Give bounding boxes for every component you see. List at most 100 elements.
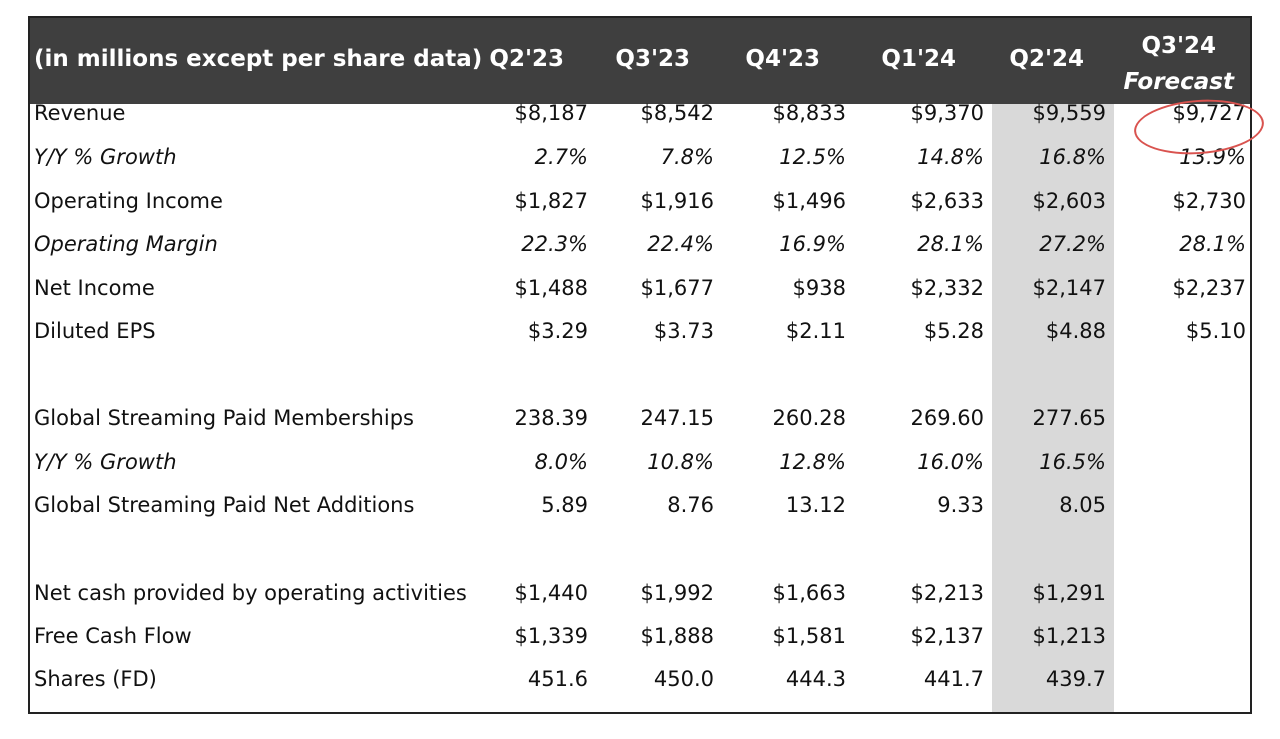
header-q3-24-forecast: Q3'24 Forecast bbox=[1123, 28, 1234, 100]
table-row: Net cash provided by operating activitie… bbox=[30, 573, 1250, 616]
cell-q2-23: 5.89 bbox=[541, 493, 588, 517]
financial-summary-table: (in millions except per share data) Q2'2… bbox=[28, 16, 1266, 714]
cell-q4-23: $1,581 bbox=[772, 624, 846, 648]
table-row: Y/Y % Growth 2.7% 7.8% 12.5% 14.8% 16.8% 13.9% bbox=[30, 137, 1250, 180]
cell-q4-23: 12.8% bbox=[779, 450, 846, 474]
cell-q2-24: 277.65 bbox=[1032, 406, 1106, 430]
cell-q1-24: 441.7 bbox=[923, 667, 984, 691]
row-label: Net cash provided by operating activitie… bbox=[34, 581, 467, 605]
cell-q2-24: 439.7 bbox=[1045, 667, 1106, 691]
cell-q4-23: $1,663 bbox=[772, 581, 846, 605]
q2-24-highlight-column bbox=[992, 104, 1114, 712]
cell-q3-23: $1,916 bbox=[640, 189, 714, 213]
cell-q4-23: 12.5% bbox=[779, 145, 846, 169]
cell-q3-23: 8.76 bbox=[667, 493, 714, 517]
header-q3-23: Q3'23 bbox=[615, 46, 690, 72]
cell-q3-24-forecast: $5.10 bbox=[1185, 319, 1246, 343]
cell-q4-23: 444.3 bbox=[785, 667, 846, 691]
cell-q1-24: 28.1% bbox=[917, 232, 984, 256]
cell-q2-23: $1,440 bbox=[514, 581, 588, 605]
cell-q1-24: 14.8% bbox=[917, 145, 984, 169]
cell-q3-23: 247.15 bbox=[640, 406, 714, 430]
header-q4-23: Q4'23 bbox=[745, 46, 820, 72]
cell-q1-24: $2,332 bbox=[910, 276, 984, 300]
cell-q3-24-forecast: $2,237 bbox=[1172, 276, 1246, 300]
cell-q2-24: 16.8% bbox=[1039, 145, 1106, 169]
cell-q2-24: $4.88 bbox=[1045, 319, 1106, 343]
cell-q3-23: $1,992 bbox=[640, 581, 714, 605]
row-label: Global Streaming Paid Net Additions bbox=[34, 493, 415, 517]
cell-q2-24: 27.2% bbox=[1039, 232, 1106, 256]
cell-q2-23: 8.0% bbox=[534, 450, 588, 474]
table-row: Operating Income $1,827 $1,916 $1,496 $2,633… bbox=[30, 181, 1250, 224]
cell-q1-24: $2,137 bbox=[910, 624, 984, 648]
cell-q2-24: 16.5% bbox=[1039, 450, 1106, 474]
cell-q3-24-forecast: 13.9% bbox=[1179, 145, 1246, 169]
cell-q3-23: $8,542 bbox=[640, 101, 714, 125]
table-row: Global Streaming Paid Net Additions 5.89 8… bbox=[30, 485, 1250, 528]
cell-q2-23: $3.29 bbox=[527, 319, 588, 343]
cell-q1-24: $2,213 bbox=[910, 581, 984, 605]
table-row: Global Streaming Paid Memberships 238.39 2… bbox=[30, 398, 1250, 441]
cell-q3-24-forecast: 28.1% bbox=[1179, 232, 1246, 256]
table-row: Net Income $1,488 $1,677 $938 $2,332 $2,147 $2… bbox=[30, 268, 1250, 311]
cell-q4-23: $938 bbox=[792, 276, 846, 300]
cell-q4-23: $2.11 bbox=[785, 319, 846, 343]
cell-q2-24: $2,147 bbox=[1032, 276, 1106, 300]
cell-q4-23: 13.12 bbox=[785, 493, 846, 517]
cell-q2-24: $2,603 bbox=[1032, 189, 1106, 213]
row-label: Operating Income bbox=[34, 189, 223, 213]
cell-q3-23: 10.8% bbox=[647, 450, 714, 474]
cell-q1-24: $2,633 bbox=[910, 189, 984, 213]
cell-q2-23: $1,827 bbox=[514, 189, 588, 213]
cell-q4-23: $8,833 bbox=[772, 101, 846, 125]
cell-q1-24: $9,370 bbox=[910, 101, 984, 125]
cell-q3-23: 22.4% bbox=[647, 232, 714, 256]
table-row: Y/Y % Growth 8.0% 10.8% 12.8% 16.0% 16.5% bbox=[30, 442, 1250, 485]
cell-q2-23: 22.3% bbox=[521, 232, 588, 256]
header-q2-23: Q2'23 bbox=[489, 46, 564, 72]
cell-q1-24: 16.0% bbox=[917, 450, 984, 474]
table-row: Operating Margin 22.3% 22.4% 16.9% 28.1% 27.2… bbox=[30, 224, 1250, 267]
header-forecast: Forecast bbox=[1123, 69, 1234, 95]
row-label: Free Cash Flow bbox=[34, 624, 192, 648]
cell-q2-23: 451.6 bbox=[527, 667, 588, 691]
header-q3-24: Q3'24 bbox=[1141, 33, 1217, 59]
cell-q2-24: $1,291 bbox=[1032, 581, 1106, 605]
cell-q2-24: $9,559 bbox=[1032, 101, 1106, 125]
cell-q2-23: 238.39 bbox=[514, 406, 588, 430]
header-label: (in millions except per share data) bbox=[34, 46, 483, 72]
row-label: Diluted EPS bbox=[34, 319, 156, 343]
table-row: Free Cash Flow $1,339 $1,888 $1,581 $2,137 $1… bbox=[30, 616, 1250, 659]
cell-q4-23: 16.9% bbox=[779, 232, 846, 256]
cell-q3-23: $1,677 bbox=[640, 276, 714, 300]
cell-q2-24: $1,213 bbox=[1032, 624, 1106, 648]
header-q2-24: Q2'24 bbox=[1009, 46, 1084, 72]
cell-q4-23: 260.28 bbox=[772, 406, 846, 430]
row-label: Y/Y % Growth bbox=[34, 145, 177, 169]
row-label: Global Streaming Paid Memberships bbox=[34, 406, 414, 430]
cell-q3-24-forecast: $2,730 bbox=[1172, 189, 1246, 213]
row-label: Net Income bbox=[34, 276, 155, 300]
cell-q1-24: $5.28 bbox=[923, 319, 984, 343]
cell-q2-23: $1,339 bbox=[514, 624, 588, 648]
row-label: Y/Y % Growth bbox=[34, 450, 177, 474]
cell-q1-24: 9.33 bbox=[937, 493, 984, 517]
table-row: Revenue $8,187 $8,542 $8,833 $9,370 $9,559 $9,… bbox=[30, 93, 1250, 136]
table-header: (in millions except per share data) Q2'2… bbox=[30, 18, 1250, 104]
row-label: Operating Margin bbox=[34, 232, 218, 256]
cell-q2-23: 2.7% bbox=[534, 145, 588, 169]
cell-q2-24: 8.05 bbox=[1059, 493, 1106, 517]
cell-q3-23: $3.73 bbox=[653, 319, 714, 343]
header-q1-24: Q1'24 bbox=[881, 46, 956, 72]
cell-q3-23: 7.8% bbox=[660, 145, 714, 169]
cell-q4-23: $1,496 bbox=[772, 189, 846, 213]
cell-q2-23: $8,187 bbox=[514, 101, 588, 125]
table-row: Shares (FD) 451.6 450.0 444.3 441.7 439.7 bbox=[30, 659, 1250, 702]
cell-q3-24-forecast: $9,727 bbox=[1172, 101, 1246, 125]
row-label: Revenue bbox=[34, 101, 126, 125]
row-label: Shares (FD) bbox=[34, 667, 157, 691]
cell-q2-23: $1,488 bbox=[514, 276, 588, 300]
cell-q3-23: $1,888 bbox=[640, 624, 714, 648]
cell-q1-24: 269.60 bbox=[910, 406, 984, 430]
